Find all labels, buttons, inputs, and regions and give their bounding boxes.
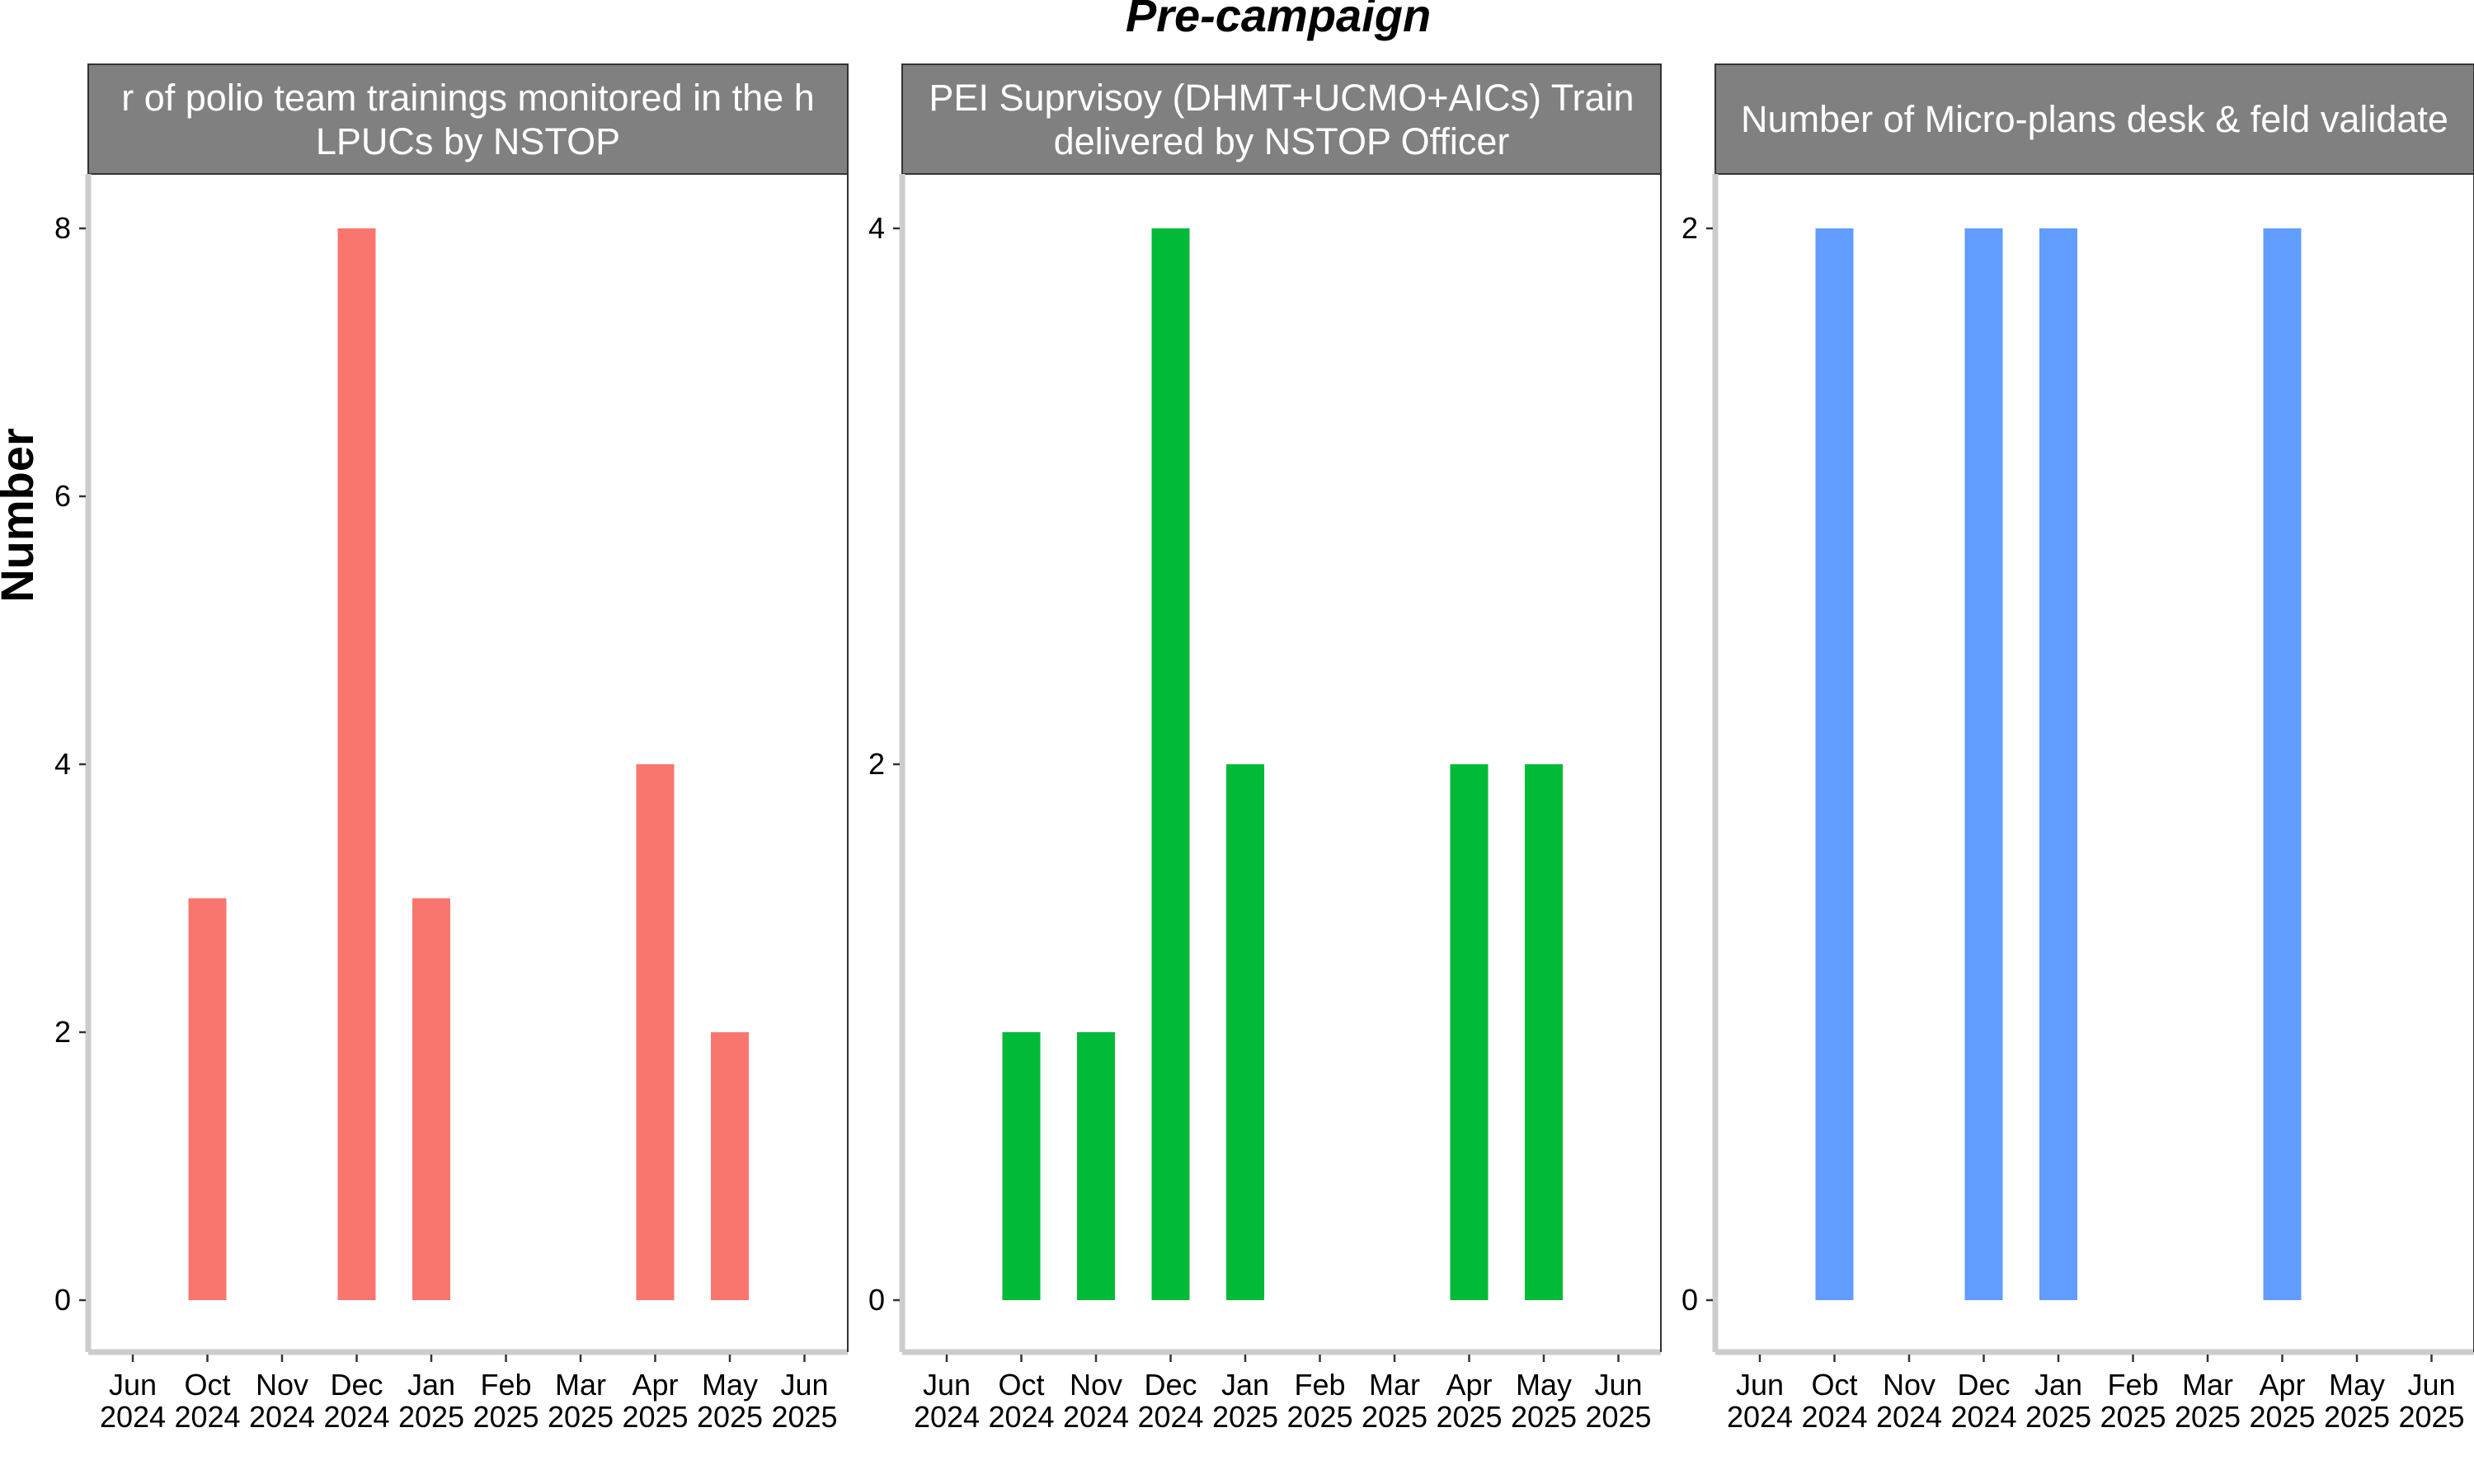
bar bbox=[1151, 228, 1190, 1300]
x-tick-label: Jan 2025 bbox=[1212, 1368, 1278, 1434]
x-tick-label: Jun 2024 bbox=[100, 1368, 166, 1434]
x-tick-label: Jun 2024 bbox=[914, 1368, 980, 1434]
x-tick-label: Oct 2024 bbox=[988, 1368, 1054, 1434]
bar bbox=[188, 898, 227, 1300]
chart-title: Pre-campaign bbox=[1126, 0, 1431, 41]
x-tick-label: Jun 2024 bbox=[1727, 1368, 1793, 1434]
x-tick-label: Feb 2025 bbox=[1286, 1368, 1352, 1434]
x-tick-label: Nov 2024 bbox=[1063, 1368, 1129, 1434]
x-tick-label: May 2025 bbox=[2324, 1368, 2390, 1434]
facet-strip bbox=[87, 63, 849, 175]
bar bbox=[1815, 228, 1854, 1300]
y-tick-label: 2 bbox=[54, 1015, 71, 1049]
x-tick-label: May 2025 bbox=[697, 1368, 763, 1434]
x-tick-label: Apr 2025 bbox=[2249, 1368, 2315, 1434]
x-tick-label: Apr 2025 bbox=[1436, 1368, 1502, 1434]
x-tick-label: Mar 2025 bbox=[548, 1368, 614, 1434]
x-tick-label: Dec 2024 bbox=[1950, 1368, 2016, 1434]
bar bbox=[1077, 1032, 1115, 1300]
bar bbox=[636, 764, 675, 1300]
facet-strip-title: PEI Suprvisoy (DHMT+UCMO+AICs) Train bbox=[929, 77, 1634, 119]
facet-strip-title: LPUCs by NSTOP bbox=[316, 120, 620, 162]
facet-strip bbox=[1714, 63, 2474, 175]
x-tick-label: Oct 2024 bbox=[1801, 1368, 1867, 1434]
x-tick-label: Feb 2025 bbox=[473, 1368, 539, 1434]
x-tick-label: Oct 2024 bbox=[174, 1368, 240, 1434]
bar bbox=[1002, 1032, 1041, 1300]
x-tick-label: Mar 2025 bbox=[2175, 1368, 2241, 1434]
x-tick-label: Jun 2025 bbox=[1585, 1368, 1651, 1434]
x-tick-label: Apr 2025 bbox=[622, 1368, 688, 1434]
x-tick-label: Feb 2025 bbox=[2100, 1368, 2166, 1434]
facet-strip-title: r of polio team trainings monitored in t… bbox=[121, 77, 814, 119]
bar bbox=[1964, 228, 2003, 1300]
x-tick-label: Jun 2025 bbox=[771, 1368, 837, 1434]
x-tick-label: Dec 2024 bbox=[1137, 1368, 1203, 1434]
y-tick-label: 0 bbox=[54, 1283, 71, 1317]
x-tick-label: Nov 2024 bbox=[249, 1368, 315, 1434]
bar bbox=[711, 1032, 749, 1300]
bar bbox=[1450, 764, 1489, 1300]
y-tick-label: 0 bbox=[868, 1283, 885, 1317]
x-tick-label: Jan 2025 bbox=[398, 1368, 464, 1434]
x-tick-label: May 2025 bbox=[1511, 1368, 1577, 1434]
panel-3: Number of Micro-plans desk & feld valida… bbox=[1681, 63, 2474, 1434]
chart-panels: r of polio team trainings monitored in t… bbox=[54, 63, 2474, 1434]
bar bbox=[2039, 228, 2077, 1300]
y-tick-label: 2 bbox=[868, 747, 885, 781]
bar bbox=[2263, 228, 2302, 1300]
y-axis-label: Number bbox=[0, 428, 43, 603]
x-tick-label: Jan 2025 bbox=[2025, 1368, 2091, 1434]
bar bbox=[412, 898, 450, 1300]
facet-strip bbox=[901, 63, 1662, 175]
x-tick-label: Nov 2024 bbox=[1876, 1368, 1942, 1434]
x-tick-label: Dec 2024 bbox=[323, 1368, 389, 1434]
y-tick-label: 6 bbox=[54, 479, 71, 513]
panel-2: PEI Suprvisoy (DHMT+UCMO+AICs) Traindeli… bbox=[868, 63, 1662, 1434]
x-tick-label: Mar 2025 bbox=[1362, 1368, 1427, 1434]
facet-strip-title: delivered by NSTOP Officer bbox=[1054, 120, 1510, 162]
bar bbox=[1226, 764, 1264, 1300]
panel-1: r of polio team trainings monitored in t… bbox=[54, 63, 849, 1434]
bar bbox=[337, 228, 376, 1300]
bar bbox=[1525, 764, 1563, 1300]
y-tick-label: 0 bbox=[1681, 1283, 1698, 1317]
y-tick-label: 4 bbox=[54, 747, 71, 781]
y-tick-label: 2 bbox=[1681, 211, 1698, 245]
y-tick-label: 8 bbox=[54, 211, 71, 245]
y-tick-label: 4 bbox=[868, 211, 885, 245]
x-tick-label: Jun 2025 bbox=[2398, 1368, 2464, 1434]
facet-strip-title: Number of Micro-plans desk & feld valida… bbox=[1741, 98, 2448, 140]
